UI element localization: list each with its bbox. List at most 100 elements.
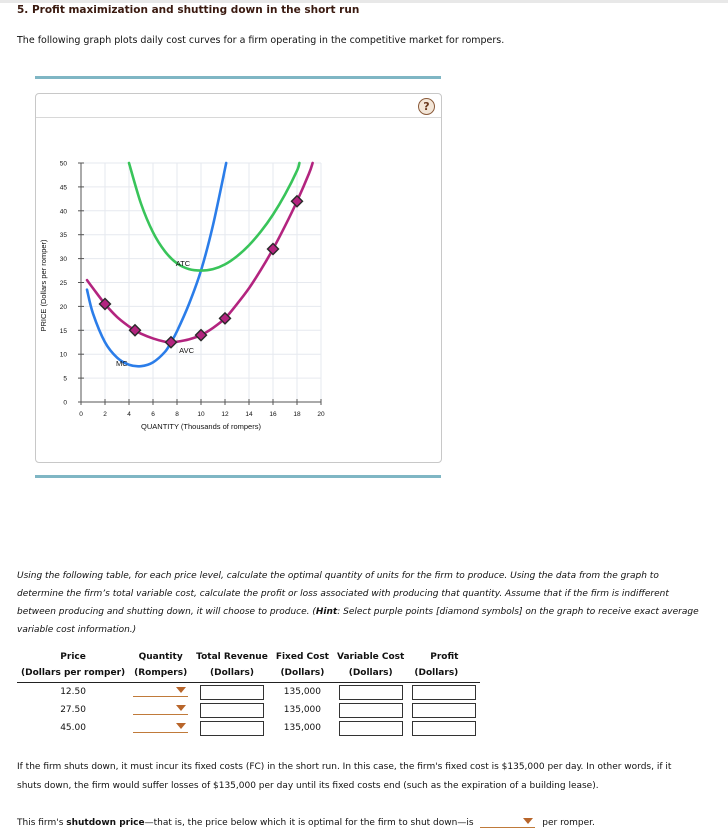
quantity-dropdown[interactable] <box>133 702 189 715</box>
total-revenue-cell <box>192 719 272 737</box>
avc-diamond-point[interactable] <box>164 335 178 349</box>
x-tick-label: 10 <box>197 411 205 418</box>
table-row: 27.50 135,000 <box>17 701 480 719</box>
col-header-profit: Profit <box>430 652 459 662</box>
shutdown-prefix: This firm's <box>17 818 67 828</box>
atc-label: ATC <box>176 259 191 268</box>
total-revenue-input[interactable] <box>199 684 264 700</box>
avc-diamond-point[interactable] <box>218 311 232 325</box>
profit-input[interactable] <box>412 702 477 718</box>
avc-label: AVC <box>179 346 194 355</box>
total-revenue-cell <box>192 701 272 719</box>
bottom-divider <box>35 475 441 478</box>
y-tick-label: 35 <box>60 232 68 239</box>
help-icon[interactable]: ? <box>418 98 435 115</box>
fixed-cost-explanation: If the firm shuts down, it must incur it… <box>17 758 717 796</box>
x-tick-label: 2 <box>103 411 107 418</box>
shutdown-suffix: per romper. <box>542 818 595 828</box>
dropdown-arrow-icon <box>523 818 534 824</box>
total-revenue-input[interactable] <box>199 720 264 736</box>
avc-diamond-point[interactable] <box>290 194 304 208</box>
instructions-line: Using the following table, for each pric… <box>17 571 659 581</box>
col-header-quantity: Quantity <box>138 652 183 662</box>
profit-cell <box>408 719 480 737</box>
avc-diamond-point[interactable] <box>266 242 280 256</box>
top-border <box>0 0 728 3</box>
y-tick-label: 0 <box>63 400 67 407</box>
x-tick-label: 6 <box>151 411 155 418</box>
variable-cost-input[interactable] <box>338 684 403 700</box>
table-row: 45.00 135,000 <box>17 719 480 737</box>
y-tick-label: 5 <box>63 376 67 383</box>
price-cell: 45.00 <box>60 723 86 733</box>
y-tick-label: 45 <box>60 184 68 191</box>
fixed-cost-line: shuts down, the firm would suffer losses… <box>17 781 599 791</box>
shutdown-middle: —that is, the price below which it is op… <box>144 818 474 828</box>
col-subheader-price: (Dollars per romper) <box>17 665 130 683</box>
quantity-cell <box>129 701 192 719</box>
quantity-cell <box>129 683 192 702</box>
x-tick-label: 16 <box>269 411 277 418</box>
y-tick-label: 25 <box>60 280 68 287</box>
col-subheader-variable-cost: (Dollars) <box>332 665 409 683</box>
question-title: 5. Profit maximization and shutting down… <box>17 4 360 16</box>
variable-cost-input[interactable] <box>338 702 403 718</box>
profit-cell <box>408 701 480 719</box>
instructions-line: between producing and shutting down, it … <box>17 603 717 621</box>
variable-cost-input[interactable] <box>338 720 403 736</box>
col-header-fixed-cost: Fixed Cost <box>275 652 329 662</box>
dropdown-arrow-icon <box>176 687 187 693</box>
shutdown-price-term: shutdown price <box>66 818 145 828</box>
shutdown-price-question: This firm's shutdown price—that is, the … <box>17 815 595 828</box>
x-tick-label: 14 <box>245 411 253 418</box>
graph-panel: ? <box>35 93 442 463</box>
col-subheader-profit: (Dollars) <box>408 665 481 683</box>
profit-table: Price Quantity Total Revenue Fixed Cost … <box>17 649 481 737</box>
quantity-cell <box>129 719 192 737</box>
profit-input[interactable] <box>412 720 477 736</box>
col-subheader-fixed-cost: (Dollars) <box>271 665 333 683</box>
quantity-dropdown[interactable] <box>133 684 189 697</box>
price-cell: 12.50 <box>60 687 86 697</box>
hint-label: Hint <box>315 607 338 617</box>
col-header-price: Price <box>60 652 86 662</box>
y-tick-label: 10 <box>60 352 68 359</box>
x-axis-label: QUANTITY (Thousands of rompers) <box>141 422 261 431</box>
avc-diamond-point[interactable] <box>194 328 208 342</box>
total-revenue-cell <box>192 683 272 702</box>
variable-cost-cell <box>333 701 408 719</box>
x-tick-label: 18 <box>293 411 301 418</box>
avc-diamond-point[interactable] <box>128 323 142 337</box>
variable-cost-cell <box>333 683 408 702</box>
y-tick-label: 30 <box>60 256 68 263</box>
graph-header-divider <box>36 117 441 118</box>
fixed-cost-cell: 135,000 <box>283 723 321 733</box>
price-cell: 27.50 <box>60 705 86 715</box>
instructions-line: determine the firm’s total variable cost… <box>17 589 669 599</box>
x-tick-label: 12 <box>221 411 229 418</box>
fixed-cost-cell: 135,000 <box>283 705 321 715</box>
x-tick-label: 20 <box>317 411 325 418</box>
col-subheader-quantity: (Rompers) <box>129 665 193 683</box>
x-tick-label: 8 <box>175 411 179 418</box>
x-tick-label: 4 <box>127 411 131 418</box>
avc-curve <box>85 161 314 344</box>
atc-curve <box>127 161 301 272</box>
quantity-dropdown[interactable] <box>133 720 189 733</box>
col-subheader-total-revenue: (Dollars) <box>192 665 272 683</box>
top-divider <box>35 76 441 79</box>
profit-input[interactable] <box>412 684 477 700</box>
col-header-variable-cost: Variable Cost <box>336 652 405 662</box>
instructions-line: variable cost information.) <box>17 625 137 635</box>
y-axis-label: PRICE (Dollars per romper) <box>39 239 48 332</box>
y-tick-label: 15 <box>60 328 68 335</box>
variable-cost-cell <box>333 719 408 737</box>
mc-label: MC <box>116 359 128 368</box>
shutdown-price-dropdown[interactable] <box>480 815 536 828</box>
dropdown-arrow-icon <box>176 705 187 711</box>
avc-diamond-point[interactable] <box>98 297 112 311</box>
fixed-cost-line: If the firm shuts down, it must incur it… <box>17 762 672 772</box>
y-tick-label: 20 <box>60 304 68 311</box>
total-revenue-input[interactable] <box>199 702 264 718</box>
y-tick-label: 40 <box>60 208 68 215</box>
